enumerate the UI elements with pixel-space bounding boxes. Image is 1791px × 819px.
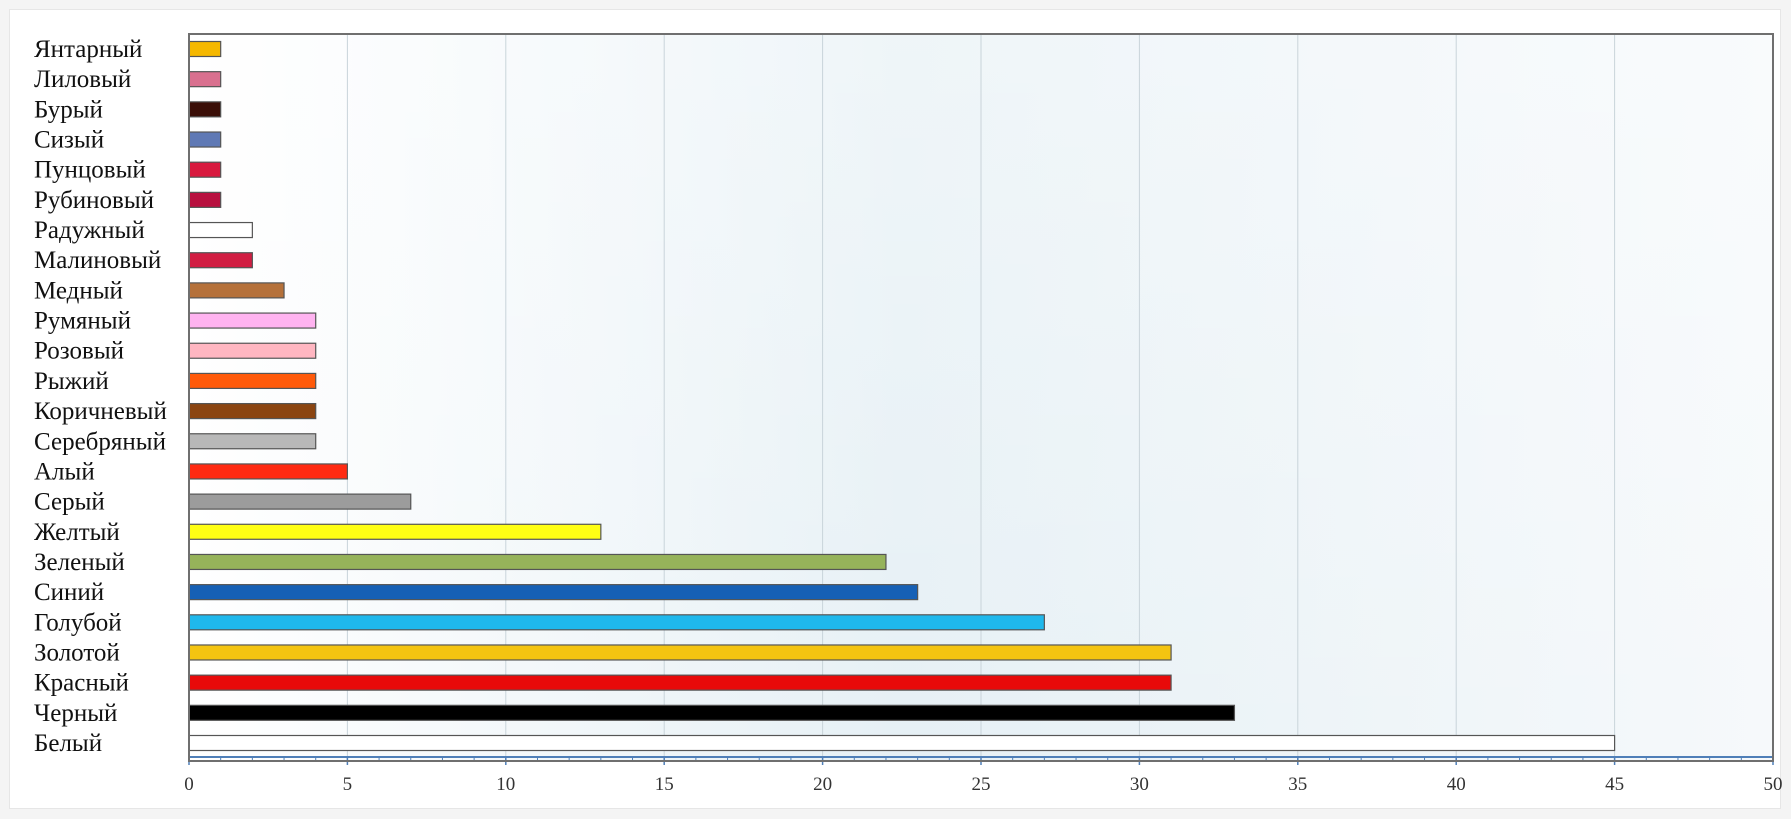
- x-tick-label: 0: [184, 774, 194, 795]
- bar: [188, 553, 887, 571]
- category-label: Коричневый: [34, 398, 167, 425]
- bar: [188, 161, 222, 178]
- bar: [188, 342, 317, 359]
- category-label: Рыжий: [34, 368, 109, 395]
- bar: [188, 584, 919, 601]
- x-axis: 0 5 10 15 20 25 30 35 40 45 50: [184, 756, 1783, 795]
- category-label: Рубиновый: [34, 187, 154, 214]
- category-label: Янтарный: [34, 36, 142, 63]
- bar: [188, 523, 602, 540]
- category-label: Радужный: [34, 217, 145, 244]
- x-tick-label: 30: [1130, 774, 1149, 795]
- x-tick-label: 15: [655, 774, 674, 795]
- category-label: Алый: [34, 458, 95, 485]
- bar: [188, 221, 253, 239]
- x-tick-label: 45: [1605, 774, 1624, 795]
- category-label: Медный: [34, 277, 123, 304]
- category-label: Красный: [34, 670, 129, 697]
- bar: [188, 644, 1172, 661]
- category-label: Золотой: [34, 639, 120, 666]
- bar: [188, 252, 253, 269]
- x-tick-label: 20: [813, 774, 832, 795]
- category-label: Розовый: [34, 338, 124, 365]
- bar: [188, 493, 412, 510]
- x-tick-label: 50: [1764, 774, 1783, 795]
- bar: [188, 131, 222, 148]
- bar: [188, 40, 222, 58]
- category-label: Пунцовый: [34, 157, 146, 184]
- bar: [188, 704, 1236, 721]
- category-label: Лиловый: [34, 66, 131, 93]
- x-tick-label: 35: [1288, 774, 1307, 795]
- category-label: Румяный: [34, 308, 131, 335]
- category-label: Малиновый: [34, 247, 161, 274]
- bar: [188, 71, 222, 88]
- category-label: Серебряный: [34, 428, 166, 455]
- category-label: Голубой: [34, 609, 122, 636]
- category-labels: Янтарный Лиловый Бурый Сизый Пунцовый Рубинов…: [34, 36, 167, 757]
- x-tick-label: 5: [343, 774, 353, 795]
- category-label: Белый: [34, 730, 102, 757]
- x-tick-label: 25: [972, 774, 991, 795]
- category-label: Сизый: [34, 127, 104, 154]
- bar: [188, 433, 317, 450]
- bar: [188, 191, 222, 208]
- bar: [188, 101, 222, 118]
- category-label: Черный: [34, 700, 117, 727]
- x-tick-label: 10: [496, 774, 515, 795]
- x-tick-label: 40: [1447, 774, 1466, 795]
- bar: [188, 312, 317, 329]
- bar: [188, 372, 317, 390]
- category-label: Синий: [34, 579, 104, 606]
- category-label: Серый: [34, 489, 105, 516]
- bar: [188, 282, 285, 299]
- category-label: Бурый: [34, 96, 103, 123]
- bar: [188, 614, 1045, 631]
- bars: [188, 40, 1616, 752]
- bar: [188, 402, 317, 420]
- bar: [188, 463, 348, 480]
- bar: [188, 674, 1172, 691]
- plot-border: [188, 33, 1774, 762]
- category-label: Зеленый: [34, 549, 125, 576]
- bar: [188, 734, 1616, 752]
- category-label: Желтый: [34, 519, 120, 546]
